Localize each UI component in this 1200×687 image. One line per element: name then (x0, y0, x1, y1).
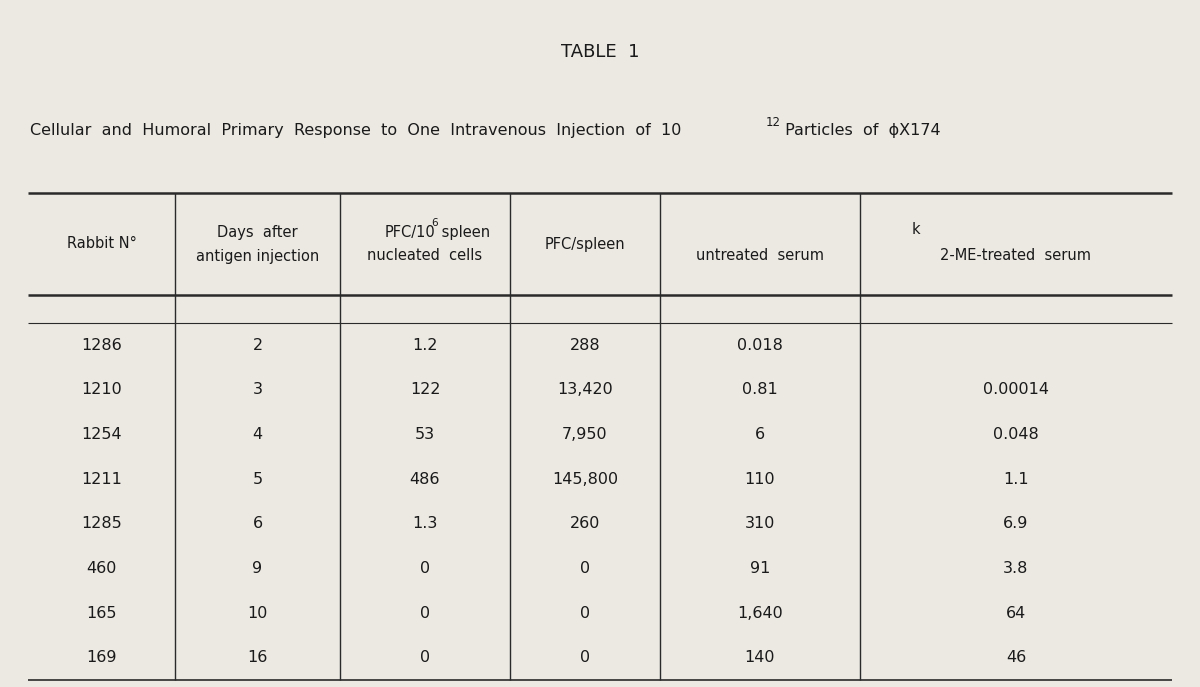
Text: 0: 0 (580, 605, 590, 620)
Text: Days  after: Days after (217, 225, 298, 240)
Text: 1211: 1211 (82, 472, 122, 486)
Text: 1254: 1254 (82, 427, 122, 442)
Text: TABLE  1: TABLE 1 (560, 43, 640, 61)
Text: 0.018: 0.018 (737, 338, 782, 353)
Text: Rabbit N°: Rabbit N° (66, 236, 137, 251)
Text: 6.9: 6.9 (1003, 517, 1028, 531)
Text: 122: 122 (409, 383, 440, 398)
Text: 1286: 1286 (82, 338, 122, 353)
Text: 1285: 1285 (82, 517, 122, 531)
Text: 91: 91 (750, 561, 770, 576)
Text: 1210: 1210 (82, 383, 122, 398)
Text: 10: 10 (247, 605, 268, 620)
Text: 6: 6 (252, 517, 263, 531)
Text: 1.1: 1.1 (1003, 472, 1028, 486)
Text: k: k (912, 223, 920, 238)
Text: 0: 0 (420, 650, 430, 665)
Text: Cellular  and  Humoral  Primary  Response  to  One  Intravenous  Injection  of  : Cellular and Humoral Primary Response to… (30, 122, 682, 137)
Text: 0: 0 (580, 561, 590, 576)
Text: 13,420: 13,420 (557, 383, 613, 398)
Text: 0.00014: 0.00014 (983, 383, 1049, 398)
Text: untreated  serum: untreated serum (696, 249, 824, 264)
Text: 0: 0 (420, 605, 430, 620)
Text: 3: 3 (252, 383, 263, 398)
Text: 2: 2 (252, 338, 263, 353)
Text: 0.048: 0.048 (994, 427, 1039, 442)
Text: 9: 9 (252, 561, 263, 576)
Text: 0.81: 0.81 (742, 383, 778, 398)
Text: 260: 260 (570, 517, 600, 531)
Text: 110: 110 (745, 472, 775, 486)
Text: 2-ME-treated  serum: 2-ME-treated serum (941, 249, 1092, 264)
Text: 0: 0 (420, 561, 430, 576)
Text: 0: 0 (580, 650, 590, 665)
Text: antigen injection: antigen injection (196, 249, 319, 264)
Text: 5: 5 (252, 472, 263, 486)
Text: 169: 169 (86, 650, 116, 665)
Text: 1.2: 1.2 (413, 338, 438, 353)
Text: 16: 16 (247, 650, 268, 665)
Text: 1.3: 1.3 (413, 517, 438, 531)
Text: 310: 310 (745, 517, 775, 531)
Text: 6: 6 (431, 218, 438, 228)
Text: spleen: spleen (437, 225, 490, 240)
Text: 165: 165 (86, 605, 116, 620)
Text: nucleated  cells: nucleated cells (367, 249, 482, 264)
Text: 145,800: 145,800 (552, 472, 618, 486)
Text: 4: 4 (252, 427, 263, 442)
Text: 64: 64 (1006, 605, 1026, 620)
Text: 460: 460 (86, 561, 116, 576)
Text: 6: 6 (755, 427, 766, 442)
Text: 140: 140 (745, 650, 775, 665)
Text: 53: 53 (415, 427, 436, 442)
Text: 7,950: 7,950 (562, 427, 608, 442)
Text: PFC/10: PFC/10 (385, 225, 436, 240)
Text: 46: 46 (1006, 650, 1026, 665)
Text: 1,640: 1,640 (737, 605, 782, 620)
Text: 12: 12 (766, 115, 781, 128)
Text: PFC/spleen: PFC/spleen (545, 236, 625, 251)
Text: 3.8: 3.8 (1003, 561, 1028, 576)
Text: Particles  of  ϕX174: Particles of ϕX174 (780, 122, 941, 137)
Text: 486: 486 (409, 472, 440, 486)
Text: 288: 288 (570, 338, 600, 353)
